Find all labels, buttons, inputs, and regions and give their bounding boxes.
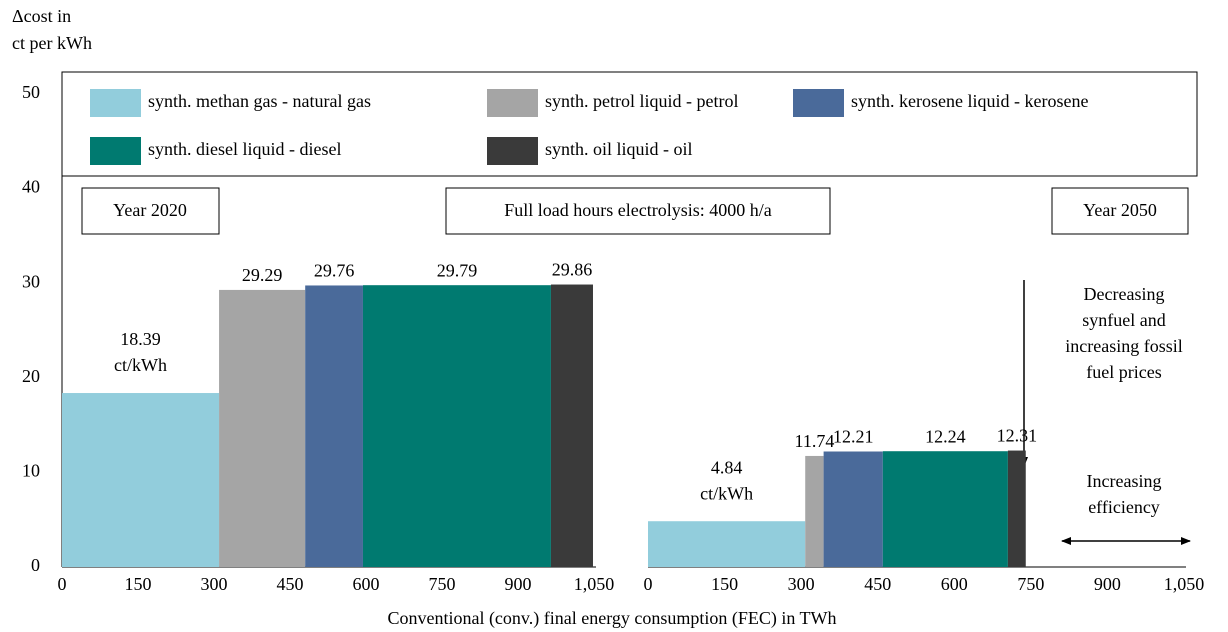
x-tick-label: 750 [1017, 574, 1044, 594]
y-axis-label: Δcost in [12, 6, 71, 26]
legend [61, 71, 1198, 177]
bar [882, 451, 1008, 567]
x-tick-label: 450 [864, 574, 891, 594]
bar [805, 455, 824, 567]
x-axis-label: Conventional (conv.) final energy consum… [387, 608, 836, 629]
bar [823, 451, 883, 567]
x-tick-label: 150 [125, 574, 152, 594]
panel-title-box [81, 187, 220, 235]
data-label: 29.86 [552, 260, 593, 280]
x-tick-label: 450 [277, 574, 304, 594]
legend-swatch [90, 137, 141, 165]
annotation: fuel prices [1086, 362, 1161, 382]
y-axis-label: ct per kWh [12, 33, 92, 53]
y-tick-label: 0 [31, 555, 40, 575]
bar [305, 285, 363, 567]
x-tick-label: 1,050 [1164, 574, 1205, 594]
bar [648, 521, 806, 567]
legend-label: synth. oil liquid - oil [545, 139, 693, 159]
annotation: Decreasing [1084, 284, 1165, 304]
y-tick-label: 30 [22, 271, 40, 291]
y-tick-label: 40 [22, 177, 40, 197]
legend-label: synth. kerosene liquid - kerosene [851, 91, 1088, 111]
legend-swatch [487, 89, 538, 117]
data-label: 12.21 [833, 427, 874, 447]
bar [1007, 450, 1026, 567]
bar [219, 289, 306, 567]
data-label: 11.74 [794, 431, 834, 451]
panel-title: Year 2050 [1083, 200, 1157, 220]
x-tick-label: 0 [58, 574, 67, 594]
y-tick-label: 50 [22, 82, 40, 102]
x-tick-label: 300 [788, 574, 815, 594]
data-label: 29.76 [314, 261, 355, 281]
x-tick-label: 300 [201, 574, 228, 594]
x-tick-label: 600 [353, 574, 380, 594]
x-tick-label: 1,050 [574, 574, 615, 594]
data-label: 12.24 [925, 426, 966, 446]
annotation: increasing fossil [1065, 336, 1182, 356]
annotation: synfuel and [1082, 310, 1165, 330]
data-label-unit: ct/kWh [700, 483, 753, 503]
annotation: Increasing [1087, 471, 1162, 491]
y-tick-label: 10 [22, 461, 40, 481]
annotation: efficiency [1088, 497, 1160, 517]
bar [362, 285, 551, 567]
data-label-unit: ct/kWh [114, 355, 167, 375]
legend-label: synth. diesel liquid - diesel [148, 139, 341, 159]
annotation: Full load hours electrolysis: 4000 h/a [504, 200, 771, 220]
bar [62, 393, 220, 567]
panel-title-box [1051, 187, 1189, 235]
bar [550, 284, 593, 567]
x-tick-label: 600 [941, 574, 968, 594]
legend-swatch [487, 137, 538, 165]
legend-label: synth. petrol liquid - petrol [545, 91, 738, 111]
legend-swatch [90, 89, 141, 117]
x-tick-label: 150 [711, 574, 738, 594]
data-label: 18.39 [120, 329, 161, 349]
x-tick-label: 0 [644, 574, 653, 594]
legend-label: synth. methan gas - natural gas [148, 91, 371, 111]
y-tick-label: 20 [22, 366, 40, 386]
data-label: 29.29 [242, 265, 283, 285]
x-tick-label: 900 [505, 574, 532, 594]
data-label: 4.84 [711, 457, 743, 477]
x-tick-label: 900 [1094, 574, 1121, 594]
data-label: 29.79 [437, 260, 478, 280]
annotation-box [445, 187, 831, 235]
x-tick-label: 750 [429, 574, 456, 594]
legend-swatch [793, 89, 844, 117]
panel-title: Year 2020 [113, 200, 187, 220]
data-label: 12.31 [997, 426, 1038, 446]
